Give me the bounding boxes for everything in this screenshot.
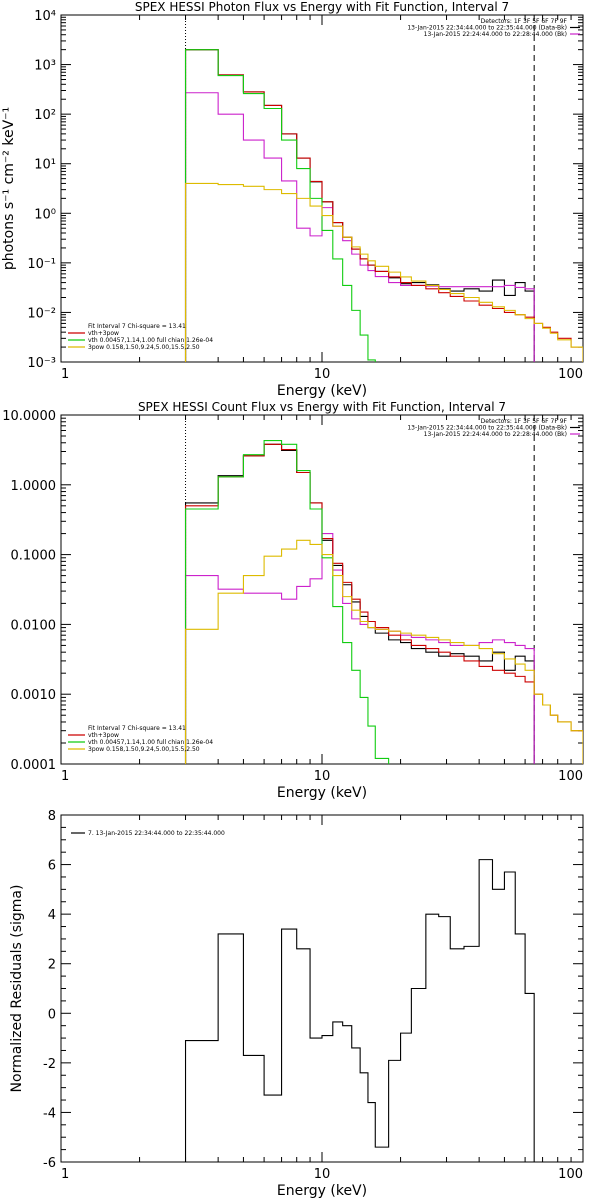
y-tick-label: 10⁻¹ [27,257,56,272]
y-tick-label: 1.0000 [11,479,57,494]
y-tick-label: 0.1000 [11,549,57,564]
legend-top-entry: 13-Jan-2015 22:24:44.000 to 22:28:44.000… [424,431,567,438]
y-tick-label: 8 [48,809,56,824]
plot-frame [60,414,584,765]
x-tick-label: 10 [314,769,331,784]
y-tick-label: 0.0001 [11,758,57,773]
y-tick-label: 0 [48,1007,56,1022]
legend-bottom-entry: 3pow 0.158,1.50,9.24,5.00,15.5,2.50 [88,344,200,351]
y-tick-label: 4 [48,908,56,923]
chart-panel-2: 1 10 100 0.0001 0.0010 0.0100 0.1000 1.0000 10.0… [2,400,584,801]
legend-entry: 7. 13-Jan-2015 22:34:44.000 to 22:35:44.… [88,830,225,837]
series-line-3 [184,443,583,764]
y-tick-label: 10⁻² [27,306,56,321]
chart-panel-3: 1 10 100 -6 -4 -2 0 2 4 6 8 Energy (keV) Normalized … [9,809,584,1199]
y-tick-label: -6 [43,1156,56,1171]
y-axis-label: photons s⁻¹ cm⁻² keV⁻¹ [1,107,17,270]
series-line-5 [184,182,583,362]
x-tick-label: 100 [558,1167,583,1182]
series-line-5 [184,539,583,764]
series-line-1 [184,859,535,1162]
plot-frame [60,814,584,1163]
legend-top-entry: 13-Jan-2015 22:24:44.000 to 22:28:44.000… [424,31,567,38]
series-line-1 [184,49,535,362]
x-axis-label: Energy (keV) [277,383,367,399]
chart-panel-1: 1 10 100 10⁻³ 10⁻² 10⁻¹ 10⁰ 10¹ 10² 10³ 10⁴ SPEX HE… [1,0,584,399]
y-tick-label: 6 [48,859,56,874]
chart-title: SPEX HESSI Count Flux vs Energy with Fit… [138,400,506,414]
y-tick-label: -2 [43,1057,56,1072]
y-axis-label: Normalized Residuals (sigma) [9,885,25,1093]
y-tick-label: 10³ [34,59,56,74]
x-tick-label: 1 [61,769,69,784]
x-tick-label: 100 [558,769,583,784]
y-tick-label: 10⁻³ [27,356,56,371]
chart-title: SPEX HESSI Photon Flux vs Energy with Fi… [135,0,509,14]
legend-top-entry: Detectors: 1F 3F 5F 6F 7F 9F [481,18,568,25]
y-tick-label: 10² [34,108,56,123]
x-tick-label: 1 [61,367,69,382]
y-tick-label: 10⁰ [34,207,56,222]
legend-bottom-entry: vth 0.00457,1.14,1.00 full chian 1.26e-0… [88,739,213,746]
legend-bottom-entry: 3pow 0.158,1.50,9.24,5.00,15.5,2.50 [88,746,200,753]
y-tick-label: -4 [43,1106,56,1121]
x-tick-label: 10 [314,367,331,382]
legend-top-entry: 13-Jan-2015 22:34:44.000 to 22:35:44.000… [407,25,567,32]
x-tick-label: 10 [314,1167,331,1182]
legend-bottom-entry: vth+3pow [88,330,119,337]
y-tick-label: 10¹ [34,158,56,173]
legend-bottom-entry: Fit Interval 7 Chi-square = 13.41 [88,323,186,330]
legend-top-entry: Detectors: 1F 3F 5F 6F 7F 9F [481,418,568,425]
x-tick-label: 1 [61,1167,69,1182]
x-tick-label: 100 [558,367,583,382]
y-tick-label: 10.0000 [2,409,56,424]
legend-top-entry: 13-Jan-2015 22:34:44.000 to 22:35:44.000… [407,425,567,432]
x-axis-label: Energy (keV) [277,785,367,801]
y-tick-label: 2 [48,958,56,973]
legend-bottom-entry: vth+3pow [88,732,119,739]
legend-bottom-entry: Fit Interval 7 Chi-square = 13.41 [88,725,186,732]
x-axis-label: Energy (keV) [277,1183,367,1199]
series-line-4 [184,440,390,764]
y-tick-label: 0.0100 [11,618,57,633]
series-line-2 [184,533,535,764]
y-tick-label: 10⁴ [34,9,56,24]
y-tick-label: 0.0010 [11,688,57,703]
legend-bottom-entry: vth 0.00457,1.14,1.00 full chian 1.26e-0… [88,337,213,344]
series-line-4 [184,49,376,362]
series-line-3 [184,49,583,362]
